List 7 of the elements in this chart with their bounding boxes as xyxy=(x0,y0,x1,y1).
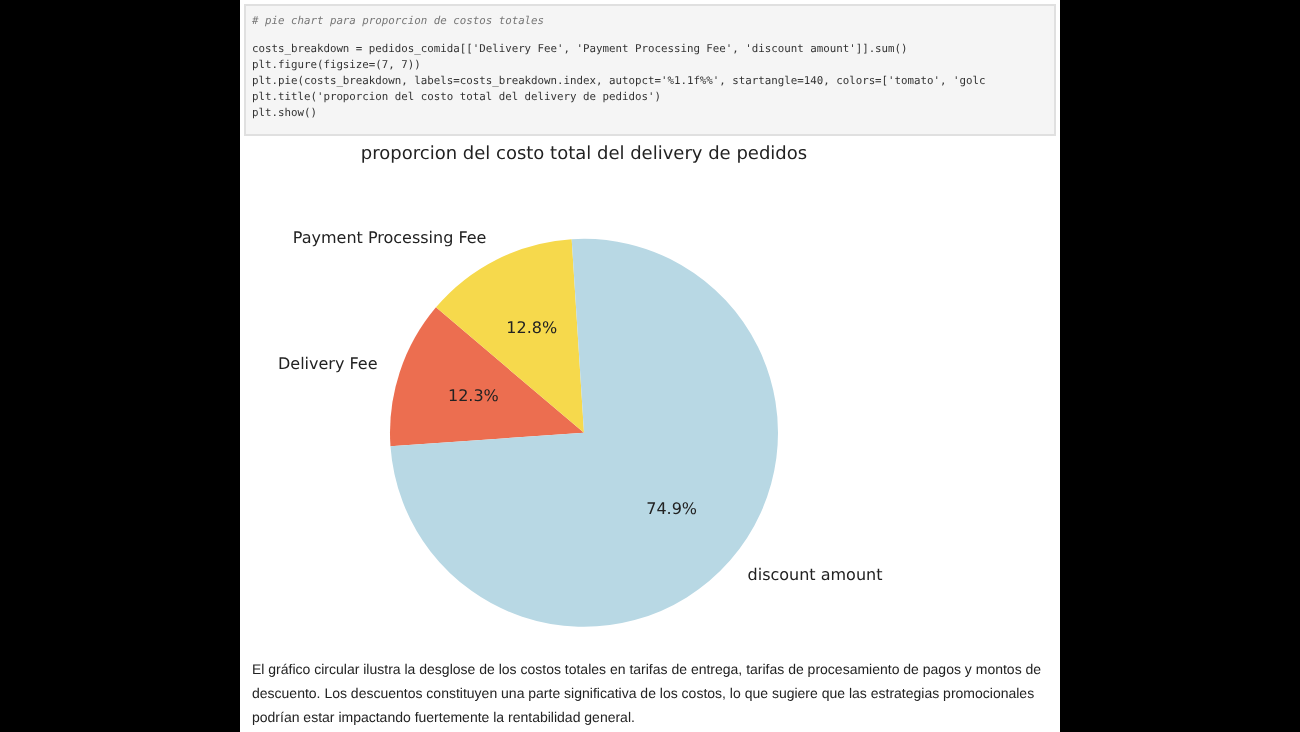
data-label: 74.9% xyxy=(646,499,698,518)
data-label: 12.3% xyxy=(447,386,500,405)
slice-label: Delivery Fee xyxy=(277,355,378,374)
chart-title: proporcion del costo total del delivery de pedidos xyxy=(360,145,808,166)
slice-label: Payment Processing Fee xyxy=(292,228,487,247)
slice-label: discount amount xyxy=(747,566,883,585)
data-label: 12.8% xyxy=(506,318,558,337)
